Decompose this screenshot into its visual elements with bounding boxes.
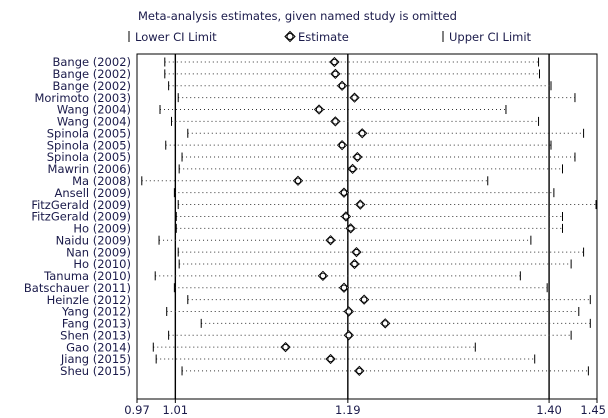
legend-estimate-circle: [286, 33, 294, 40]
study-label: Heinzle (2012): [47, 293, 131, 307]
study-label: Wang (2004): [57, 103, 131, 117]
estimate-circle: [332, 70, 339, 78]
estimate-diamond: [345, 223, 356, 234]
estimate-diamond: [357, 128, 368, 139]
estimate-diamond: [330, 116, 341, 127]
estimate-circle: [294, 177, 302, 184]
study-label: Morimoto (2003): [34, 91, 131, 105]
estimate-diamond: [352, 151, 363, 163]
estimate-circle: [319, 272, 327, 279]
legend-lower-ci-label: Lower CI Limit: [135, 30, 217, 44]
x-tick-label: 1.45: [580, 403, 606, 417]
estimate-circle: [331, 58, 338, 66]
study-label: Mawrin (2006): [48, 162, 131, 176]
estimate-circle: [332, 118, 339, 125]
x-axis: 0.97 1.01 1.19 1.40 1.45: [124, 399, 606, 417]
estimate-diamond: [325, 353, 336, 365]
estimate-diamond: [317, 270, 329, 281]
estimate-diamond: [354, 365, 365, 377]
estimate-circle: [282, 343, 289, 351]
estimate-circle: [345, 308, 352, 315]
legend-estimate-symbol: [284, 30, 296, 43]
study-label: Spinola (2005): [47, 150, 131, 164]
study-label: Wang (2004): [57, 115, 131, 129]
estimate-diamond: [349, 258, 360, 270]
estimate-circle: [351, 260, 358, 268]
legend: Lower CI Limit Estimate Upper CI Limit: [128, 30, 532, 44]
study-label: Spinola (2005): [47, 138, 131, 152]
estimate-diamond: [292, 175, 304, 186]
study-label: Gao (2014): [66, 340, 131, 354]
x-tick-label: 0.97: [124, 403, 150, 417]
estimate-circle: [338, 82, 346, 89]
estimate-circle: [340, 189, 348, 196]
estimate-circle: [357, 201, 364, 208]
x-tick-label: 1.40: [536, 403, 562, 417]
study-labels: Bange (2002)Bange (2002)Bange (2002)Mori…: [24, 55, 131, 378]
study-label: FitzGerald (2009): [31, 210, 131, 224]
estimate-diamond: [280, 341, 291, 353]
estimate-diamond: [325, 235, 336, 246]
study-label: Ho (2010): [73, 257, 131, 271]
estimate-diamond: [338, 282, 350, 293]
estimate-diamond: [349, 92, 360, 103]
estimate-circle: [354, 153, 361, 161]
estimate-diamond: [338, 187, 350, 198]
study-label: Bange (2002): [53, 67, 132, 81]
study-label: Sheu (2015): [60, 364, 131, 378]
study-label: Fang (2013): [62, 317, 131, 331]
estimate-circle: [356, 367, 363, 375]
estimate-diamond: [343, 330, 354, 341]
study-label: Ho (2009): [73, 222, 131, 236]
estimate-circle: [351, 94, 358, 101]
study-label: FitzGerald (2009): [31, 198, 131, 212]
estimate-diamond: [380, 318, 391, 329]
estimate-circle: [349, 165, 356, 173]
estimate-diamond: [343, 306, 354, 317]
estimate-circle: [327, 237, 334, 244]
estimate-diamond: [336, 80, 348, 91]
chart-title: Meta-analysis estimates, given named stu…: [138, 9, 457, 23]
estimate-diamond: [355, 199, 366, 210]
estimate-diamond: [329, 56, 340, 68]
estimate-circle: [382, 320, 389, 327]
study-label: Tanuma (2010): [43, 269, 131, 283]
estimate-circle: [315, 106, 323, 113]
estimate-circle: [327, 355, 334, 363]
study-label: Nan (2009): [66, 245, 131, 259]
estimate-circle: [338, 142, 346, 149]
study-label: Ansell (2009): [54, 186, 131, 200]
plot-area: [136, 53, 598, 400]
estimate-diamond: [313, 104, 325, 115]
study-label: Jiang (2015): [60, 352, 131, 366]
estimate-circle: [360, 296, 368, 303]
estimate-circle: [342, 213, 350, 220]
study-label: Naidu (2009): [56, 233, 131, 247]
legend-estimate-label: Estimate: [298, 30, 349, 44]
study-label: Spinola (2005): [47, 126, 131, 140]
estimate-circle: [340, 284, 348, 291]
study-label: Yang (2012): [61, 305, 131, 319]
x-tick-label: 1.19: [335, 403, 361, 417]
study-label: Bange (2002): [53, 79, 132, 93]
study-label: Bange (2002): [53, 55, 132, 69]
estimate-diamond: [340, 211, 352, 222]
estimate-diamond: [336, 140, 348, 151]
legend-upper-ci-label: Upper CI Limit: [449, 30, 532, 44]
x-tick-label: 1.01: [163, 403, 189, 417]
study-label: Batschauer (2011): [24, 281, 131, 295]
estimate-circle: [345, 332, 352, 339]
estimate-diamond: [330, 68, 341, 80]
estimate-diamond: [347, 163, 358, 175]
study-label: Shen (2013): [60, 328, 131, 342]
estimate-diamond: [351, 246, 362, 258]
estimate-circle: [353, 248, 360, 256]
estimate-circle: [359, 130, 366, 137]
estimate-circle: [347, 225, 354, 232]
plot-frame: [136, 53, 598, 400]
study-label: Ma (2008): [72, 174, 131, 188]
estimate-diamond: [358, 294, 370, 305]
